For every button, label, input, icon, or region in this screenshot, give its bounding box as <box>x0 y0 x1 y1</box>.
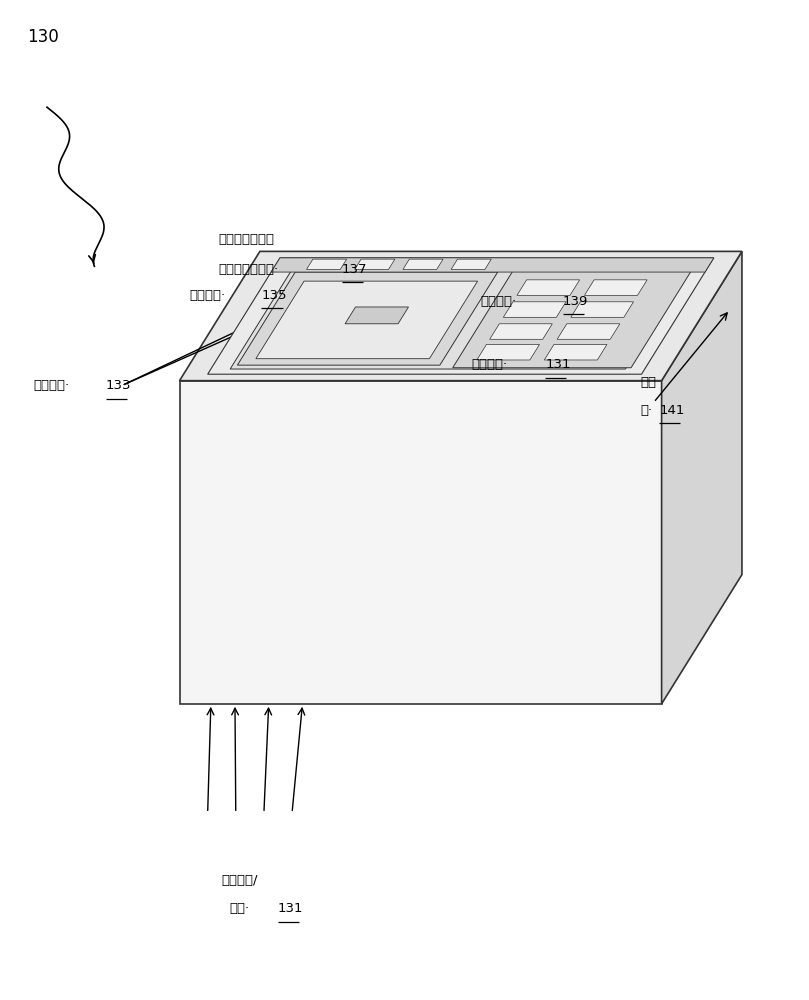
Text: 电子装置·: 电子装置· <box>471 358 507 371</box>
Polygon shape <box>256 281 477 359</box>
Text: 141: 141 <box>659 404 684 417</box>
Polygon shape <box>451 259 491 269</box>
Text: 电子装置/: 电子装置/ <box>222 874 258 887</box>
Polygon shape <box>230 263 692 369</box>
Text: 135: 135 <box>261 289 287 302</box>
Text: 137: 137 <box>342 263 367 276</box>
Text: 光纤接口·: 光纤接口· <box>481 295 517 308</box>
Polygon shape <box>517 280 580 295</box>
Text: 环·: 环· <box>640 404 652 417</box>
Text: 半导体芯片表面·: 半导体芯片表面· <box>218 263 278 276</box>
Polygon shape <box>180 381 662 704</box>
Text: 131: 131 <box>545 358 570 371</box>
Polygon shape <box>345 307 409 324</box>
Text: 131: 131 <box>277 902 303 915</box>
Polygon shape <box>403 259 443 269</box>
Polygon shape <box>489 324 553 339</box>
Polygon shape <box>584 280 647 295</box>
Polygon shape <box>503 302 566 317</box>
Polygon shape <box>208 258 714 374</box>
Polygon shape <box>544 344 607 360</box>
Polygon shape <box>307 259 346 269</box>
Text: 电路·: 电路· <box>230 902 250 915</box>
Polygon shape <box>180 251 742 381</box>
Polygon shape <box>237 272 498 365</box>
Polygon shape <box>453 264 696 368</box>
Polygon shape <box>571 302 633 317</box>
Text: 互补金属氧化物: 互补金属氧化物 <box>218 233 274 246</box>
Text: 130: 130 <box>27 28 58 46</box>
Text: 139: 139 <box>563 295 588 308</box>
Text: 保护: 保护 <box>640 376 656 389</box>
Polygon shape <box>662 251 742 704</box>
Text: 光学装置·: 光学装置· <box>33 379 70 392</box>
Text: 光源接口·: 光源接口· <box>189 289 225 302</box>
Polygon shape <box>477 344 540 360</box>
Text: 133: 133 <box>106 379 131 392</box>
Polygon shape <box>557 324 620 339</box>
Polygon shape <box>271 258 714 272</box>
Polygon shape <box>354 259 395 269</box>
